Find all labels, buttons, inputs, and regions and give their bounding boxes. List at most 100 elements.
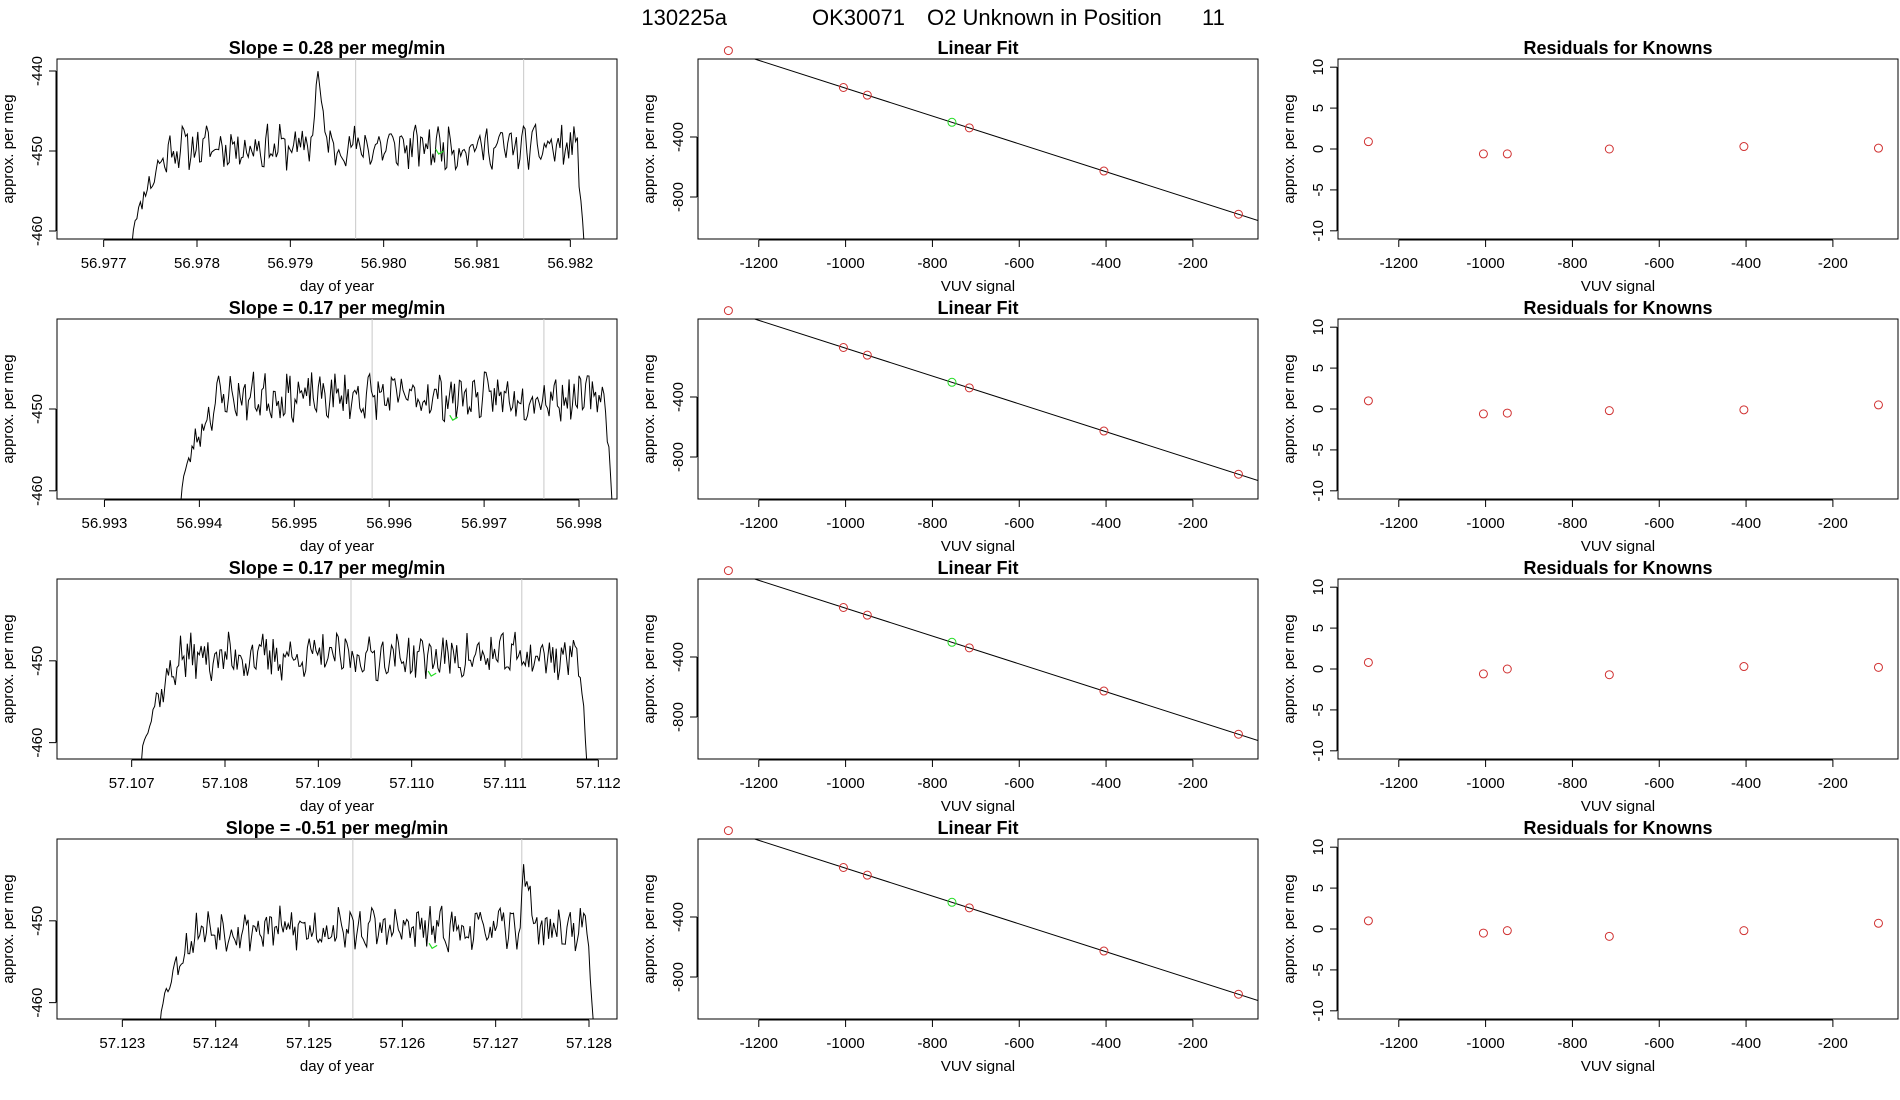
known-point [862, 870, 872, 880]
x-tick-label: -800 [917, 1035, 947, 1052]
known-point [723, 306, 733, 316]
x-tick-label: -800 [917, 775, 947, 792]
y-tick-label: -460 [29, 988, 46, 1018]
y-tick-label: -450 [29, 906, 46, 936]
x-axis-label: VUV signal [1581, 798, 1655, 815]
x-tick-label: -600 [1644, 1035, 1674, 1052]
x-tick-label: -600 [1644, 775, 1674, 792]
residual-point [1363, 657, 1373, 667]
x-tick-label: 56.982 [547, 255, 593, 272]
x-tick-label: -1000 [826, 515, 864, 532]
known-point [1099, 946, 1109, 956]
x-tick-label: -800 [1557, 1035, 1587, 1052]
y-axis-label: approx. per meg [641, 614, 658, 723]
x-tick-label: -600 [1644, 255, 1674, 272]
known-point [723, 46, 733, 56]
y-tick-label: -400 [670, 642, 687, 672]
x-axis-label: VUV signal [1581, 1058, 1655, 1075]
y-axis-label: approx. per meg [0, 354, 17, 463]
residual-point [1873, 400, 1883, 410]
y-tick-label: 0 [1310, 405, 1327, 413]
unknown-point [947, 897, 957, 907]
x-tick-label: -600 [1004, 255, 1034, 272]
x-tick-label: -1000 [826, 255, 864, 272]
y-tick-label: 10 [1310, 319, 1327, 336]
plot-frame [1337, 578, 1899, 760]
plot-frame [1337, 318, 1899, 500]
residual-point [1739, 662, 1749, 672]
panel-title: Residuals for Knowns [1523, 38, 1712, 58]
residual-point [1502, 664, 1512, 674]
y-tick-label: 0 [1310, 925, 1327, 933]
y-tick-label: -5 [1310, 703, 1327, 716]
known-point [862, 350, 872, 360]
y-tick-label: -400 [670, 382, 687, 412]
signal-trace [141, 631, 588, 759]
panel-fit-row-1: Linear Fit VUV signal approx. per meg -1200… [641, 38, 1259, 295]
residual-point [1502, 926, 1512, 936]
x-tick-label: -400 [1731, 255, 1761, 272]
fit-line [752, 59, 1258, 221]
figure-title-tank: OK30071 [812, 5, 905, 30]
x-tick-label: -200 [1818, 1035, 1848, 1052]
x-tick-label: 57.112 [576, 775, 621, 792]
x-tick-label: 57.107 [109, 775, 155, 792]
x-tick-label: 57.127 [473, 1035, 519, 1052]
x-tick-label: 56.979 [267, 255, 313, 272]
panel-title: Linear Fit [937, 818, 1018, 838]
x-tick-label: 56.978 [174, 255, 220, 272]
residual-point [1363, 137, 1373, 147]
y-tick-label: -450 [29, 646, 46, 676]
x-tick-label: -600 [1004, 515, 1034, 532]
y-tick-label: -10 [1310, 480, 1327, 502]
panel-title: Slope = 0.17 per meg/min [229, 558, 446, 578]
x-tick-label: -800 [917, 515, 947, 532]
known-point [862, 90, 872, 100]
plot-frame [1337, 58, 1899, 240]
x-tick-label: 56.977 [81, 255, 127, 272]
x-tick-label: -1000 [1466, 515, 1504, 532]
y-tick-label: -450 [29, 394, 46, 424]
residual-point [1478, 409, 1488, 419]
y-tick-label: 5 [1310, 104, 1327, 112]
x-tick-label: 57.123 [99, 1035, 145, 1052]
x-tick-label: -1000 [1466, 1035, 1504, 1052]
residual-point [1739, 142, 1749, 152]
x-axis-label: day of year [300, 278, 374, 295]
signal-trace [180, 371, 613, 499]
fit-line [752, 319, 1258, 481]
x-tick-label: -1200 [1380, 515, 1418, 532]
residual-point [1502, 408, 1512, 418]
residual-point [1478, 669, 1488, 679]
fit-line [752, 839, 1258, 1001]
y-axis-label: approx. per meg [641, 94, 658, 203]
plot-frame [56, 578, 618, 760]
residual-point [1604, 931, 1614, 941]
plot-frame [697, 318, 1259, 500]
x-tick-label: -1200 [740, 775, 778, 792]
known-point [838, 83, 848, 92]
y-axis-label: approx. per meg [641, 874, 658, 983]
x-tick-label: -1200 [740, 255, 778, 272]
x-tick-label: -200 [1178, 775, 1208, 792]
figure-title-position: 11 [1202, 5, 1225, 30]
panel-title: Residuals for Knowns [1523, 558, 1712, 578]
x-axis-label: VUV signal [941, 798, 1015, 815]
panel-residuals-row-2: Residuals for Knowns VUV signal approx. pe… [1281, 298, 1899, 555]
residual-point [1873, 662, 1883, 672]
panels: Slope = 0.28 per meg/min day of year appro… [0, 38, 1899, 1075]
x-tick-label: -1200 [1380, 775, 1418, 792]
known-point [1099, 426, 1109, 436]
signal-trace [131, 71, 585, 239]
y-axis-label: approx. per meg [1281, 354, 1298, 463]
y-tick-label: -800 [670, 702, 687, 732]
x-tick-label: -1200 [1380, 1035, 1418, 1052]
x-tick-label: -1000 [1466, 255, 1504, 272]
known-point [1233, 209, 1243, 219]
panel-title: Slope = -0.51 per meg/min [226, 818, 449, 838]
y-tick-label: -10 [1310, 1000, 1327, 1022]
panel-title: Linear Fit [937, 38, 1018, 58]
x-tick-label: 57.111 [483, 775, 527, 792]
y-axis-label: approx. per meg [1281, 94, 1298, 203]
